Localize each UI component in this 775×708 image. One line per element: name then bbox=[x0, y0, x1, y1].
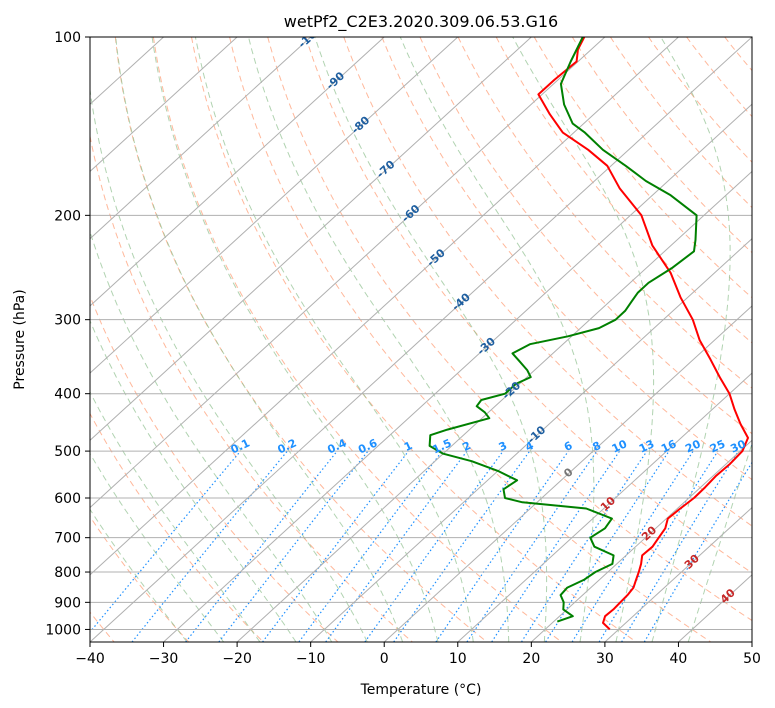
profile-series bbox=[428, 37, 749, 631]
mixing-ratio-line bbox=[571, 450, 694, 642]
x-tick-label: −40 bbox=[75, 651, 105, 667]
dry-adiabat-line bbox=[267, 37, 752, 622]
mixing-ratio-line bbox=[435, 450, 569, 642]
y-axis-label: Pressure (hPa) bbox=[12, 289, 28, 389]
moist-adiabat-line bbox=[248, 37, 510, 642]
isotherm-line bbox=[90, 37, 752, 642]
isotherm-line bbox=[310, 237, 752, 642]
isotherm-line bbox=[457, 372, 752, 642]
isotherm-line bbox=[90, 37, 532, 442]
moist-adiabat-line bbox=[90, 319, 297, 642]
dry-adiabat-line bbox=[533, 37, 752, 299]
mixing-ratio-line bbox=[131, 450, 288, 642]
mixing-ratio-label: 25 bbox=[708, 437, 727, 455]
temperature-profile-line bbox=[537, 37, 749, 631]
mixing-ratio-label: 13 bbox=[637, 437, 656, 455]
y-tick-label: 800 bbox=[54, 565, 81, 581]
y-tick-label: 200 bbox=[54, 208, 81, 224]
dry-adiabat-line bbox=[229, 37, 712, 642]
x-axis-ticks: −40 −30 −20 −10 0 10 20 30 40 50 bbox=[75, 642, 761, 667]
x-tick-label: 0 bbox=[380, 651, 389, 667]
x-tick-label: −10 bbox=[296, 651, 326, 667]
mixing-ratio-line bbox=[598, 450, 719, 642]
moist-adiabat-line bbox=[90, 390, 261, 642]
dry-adiabat-line bbox=[152, 37, 562, 642]
moist-adiabat-line bbox=[314, 37, 548, 642]
dry-adiabat-line bbox=[90, 412, 264, 642]
mixing-ratio-line bbox=[262, 450, 409, 642]
plot-frame bbox=[89, 36, 753, 643]
plot-area: -100-90-80-70-60-50-40-30-20-10010203040… bbox=[90, 37, 769, 642]
isotherm-line bbox=[90, 37, 312, 240]
mixing-ratio-line bbox=[545, 450, 670, 642]
y-tick-label: 700 bbox=[54, 531, 81, 547]
isotherm-line bbox=[236, 170, 752, 642]
isotherm-line bbox=[90, 37, 459, 374]
isotherm-line bbox=[90, 37, 679, 576]
isotherm-line bbox=[163, 103, 752, 642]
chart-title: wetPf2_C2E3.2020.309.06.53.G16 bbox=[284, 12, 558, 32]
mixing-ratio-line bbox=[185, 450, 338, 642]
x-axis-label: Temperature (°C) bbox=[360, 682, 482, 698]
x-tick-label: 10 bbox=[449, 651, 467, 667]
x-tick-label: −30 bbox=[149, 651, 179, 667]
y-axis-ticks: 100 200 300 400 500 600 700 800 900 1000 bbox=[45, 30, 90, 638]
mixing-ratio-label: 16 bbox=[659, 437, 679, 455]
mixing-ratio-line bbox=[325, 450, 468, 642]
x-tick-label: −20 bbox=[222, 651, 252, 667]
dry-adiabat-line bbox=[381, 37, 752, 481]
mixing-ratio-line bbox=[298, 450, 443, 642]
isotherm-line bbox=[90, 37, 606, 509]
dry-adiabat-line bbox=[419, 37, 752, 435]
moist-adiabat-line bbox=[687, 442, 752, 642]
y-tick-label: 900 bbox=[54, 595, 81, 611]
moist-adiabat-line bbox=[151, 37, 439, 642]
mixing-ratio-line bbox=[90, 450, 241, 633]
mixing-ratio-label: 20 bbox=[683, 437, 703, 455]
moist-adiabats bbox=[90, 37, 752, 642]
y-tick-label: 600 bbox=[54, 491, 81, 507]
isotherm-line bbox=[90, 37, 385, 307]
y-tick-label: 500 bbox=[54, 444, 81, 460]
mixing-ratio-line bbox=[621, 450, 739, 642]
moist-adiabat-line bbox=[651, 37, 731, 642]
isotherm-line bbox=[90, 37, 238, 173]
dry-adiabat-line bbox=[90, 294, 339, 642]
dry-adiabat-line bbox=[571, 37, 752, 254]
dewpoint-profile-line bbox=[428, 37, 698, 623]
moist-adiabat-line bbox=[90, 86, 368, 642]
isotherms bbox=[90, 37, 752, 642]
mixing-ratio-lines bbox=[90, 450, 752, 642]
y-tick-label: 300 bbox=[54, 313, 81, 329]
dry-adiabat-line bbox=[305, 37, 752, 574]
mixing-ratio-line bbox=[364, 450, 504, 642]
x-tick-label: 40 bbox=[670, 651, 688, 667]
isobar-gridlines bbox=[90, 37, 752, 630]
mixing-ratio-label: 36 bbox=[749, 437, 769, 455]
moist-adiabat-line bbox=[90, 452, 225, 642]
mixing-ratio-label: 30 bbox=[728, 437, 748, 455]
isotherm-line bbox=[530, 439, 752, 642]
moist-adiabat-line bbox=[194, 37, 474, 642]
mixing-ratio-line bbox=[491, 450, 621, 642]
moist-adiabat-line bbox=[115, 37, 404, 642]
mixing-ratio-label: 10 bbox=[610, 437, 630, 455]
moist-adiabat-line bbox=[90, 508, 188, 642]
dry-adiabat-line bbox=[90, 515, 190, 642]
isotherm-line bbox=[604, 506, 752, 642]
y-tick-label: 1000 bbox=[45, 622, 81, 638]
isotherm-line bbox=[383, 305, 752, 642]
x-tick-label: 30 bbox=[596, 651, 614, 667]
mixing-ratio-line bbox=[466, 450, 598, 642]
y-tick-label: 100 bbox=[54, 30, 81, 46]
x-tick-label: 20 bbox=[522, 651, 540, 667]
y-tick-label: 400 bbox=[54, 387, 81, 403]
x-tick-label: 50 bbox=[743, 651, 761, 667]
mixing-ratio-line bbox=[520, 450, 648, 642]
dry-adiabat-line bbox=[191, 37, 637, 642]
moist-adiabat-line bbox=[399, 37, 595, 642]
dry-adiabat-line bbox=[343, 37, 752, 527]
